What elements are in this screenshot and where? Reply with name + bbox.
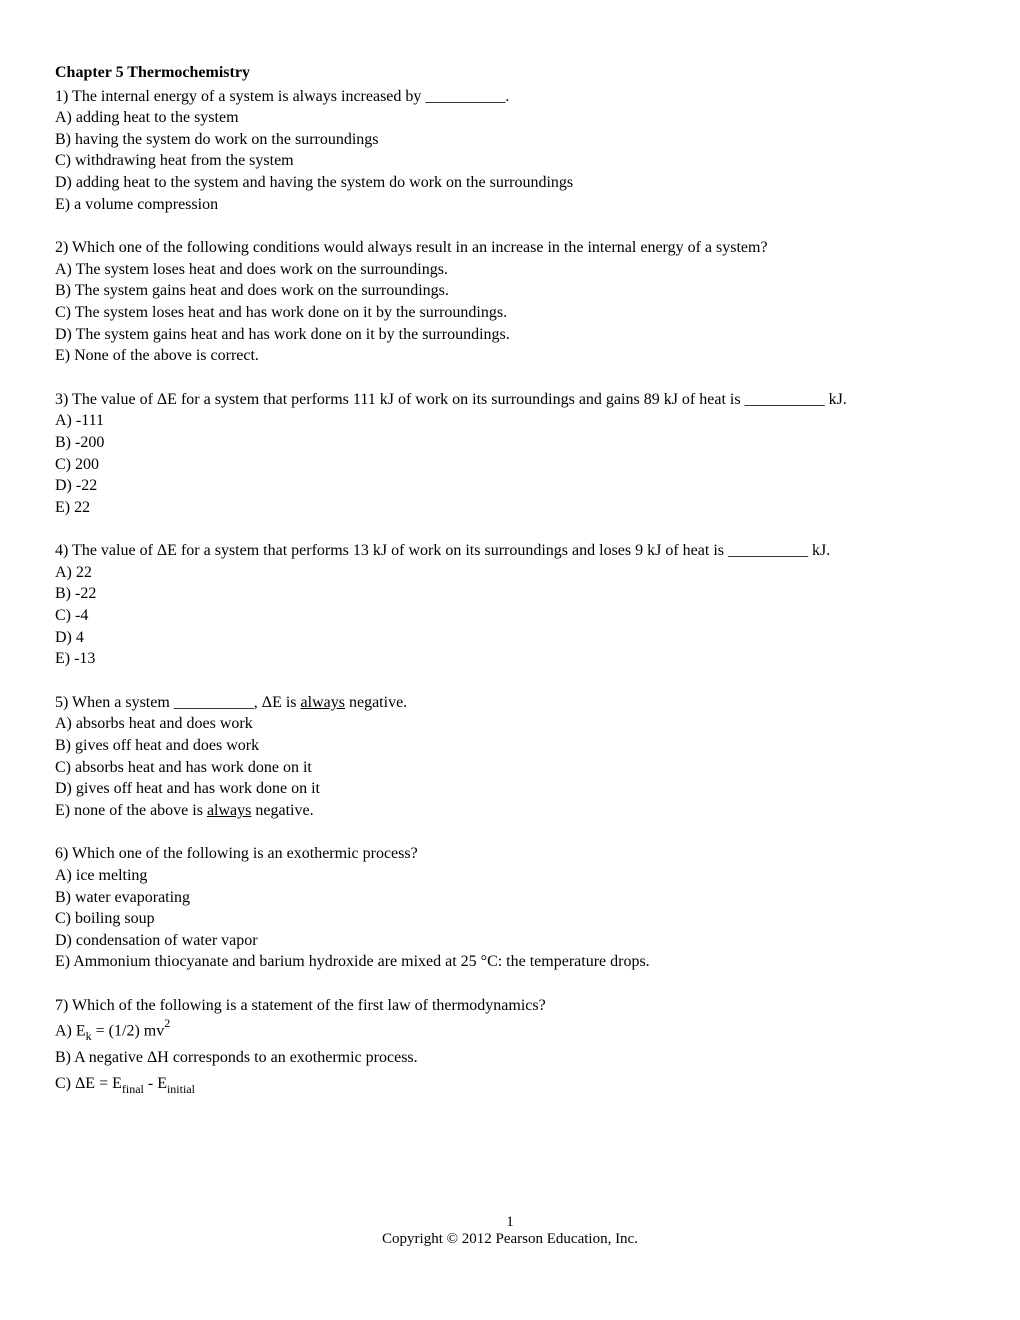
option-b: B) water evaporating — [55, 887, 965, 909]
option-a: A) adding heat to the system — [55, 107, 965, 129]
option-b: B) gives off heat and does work — [55, 735, 965, 757]
option-b: B) -200 — [55, 432, 965, 454]
option-e: E) Ammonium thiocyanate and barium hydro… — [55, 951, 965, 973]
option-a: A) The system loses heat and does work o… — [55, 259, 965, 281]
option-e: E) a volume compression — [55, 194, 965, 216]
option-c: C) withdrawing heat from the system — [55, 150, 965, 172]
question-stem: 4) The value of ΔE for a system that per… — [55, 540, 965, 562]
question-3: 3) The value of ΔE for a system that per… — [55, 389, 965, 519]
option-e: E) -13 — [55, 648, 965, 670]
page-footer: 1 Copyright © 2012 Pearson Education, In… — [0, 1214, 1020, 1248]
question-stem: 3) The value of ΔE for a system that per… — [55, 389, 965, 411]
question-7: 7) Which of the following is a statement… — [55, 995, 965, 1096]
option-b: B) -22 — [55, 583, 965, 605]
option-e: E) 22 — [55, 497, 965, 519]
option-c: C) absorbs heat and has work done on it — [55, 757, 965, 779]
question-stem: 6) Which one of the following is an exot… — [55, 843, 965, 865]
option-d: D) condensation of water vapor — [55, 930, 965, 952]
option-a: A) absorbs heat and does work — [55, 713, 965, 735]
copyright-text: Copyright © 2012 Pearson Education, Inc. — [382, 1231, 638, 1247]
option-d: D) adding heat to the system and having … — [55, 172, 965, 194]
option-d: D) gives off heat and has work done on i… — [55, 778, 965, 800]
option-a: A) -111 — [55, 410, 965, 432]
option-a: A) Ek = (1/2) mv2 — [55, 1017, 965, 1044]
document-page: Chapter 5 Thermochemistry 1) The interna… — [0, 0, 1020, 1136]
question-stem: 2) Which one of the following conditions… — [55, 237, 965, 259]
question-stem: 1) The internal energy of a system is al… — [55, 86, 965, 108]
option-e: E) none of the above is always negative. — [55, 800, 965, 822]
question-6: 6) Which one of the following is an exot… — [55, 843, 965, 973]
question-2: 2) Which one of the following conditions… — [55, 237, 965, 367]
option-d: D) The system gains heat and has work do… — [55, 324, 965, 346]
page-number: 1 — [0, 1214, 1020, 1231]
chapter-title: Chapter 5 Thermochemistry — [55, 62, 965, 84]
option-a: A) ice melting — [55, 865, 965, 887]
option-c: C) The system loses heat and has work do… — [55, 302, 965, 324]
option-d: D) -22 — [55, 475, 965, 497]
option-c: C) boiling soup — [55, 908, 965, 930]
question-5: 5) When a system __________, ΔE is alway… — [55, 692, 965, 822]
option-b: B) A negative ΔH corresponds to an exoth… — [55, 1047, 965, 1069]
option-c: C) ΔE = Efinal - Einitial — [55, 1073, 965, 1096]
option-d: D) 4 — [55, 627, 965, 649]
question-4: 4) The value of ΔE for a system that per… — [55, 540, 965, 670]
option-b: B) having the system do work on the surr… — [55, 129, 965, 151]
question-stem: 5) When a system __________, ΔE is alway… — [55, 692, 965, 714]
option-c: C) 200 — [55, 454, 965, 476]
option-c: C) -4 — [55, 605, 965, 627]
option-b: B) The system gains heat and does work o… — [55, 280, 965, 302]
option-a: A) 22 — [55, 562, 965, 584]
question-1: 1) The internal energy of a system is al… — [55, 86, 965, 216]
question-stem: 7) Which of the following is a statement… — [55, 995, 965, 1017]
option-e: E) None of the above is correct. — [55, 345, 965, 367]
